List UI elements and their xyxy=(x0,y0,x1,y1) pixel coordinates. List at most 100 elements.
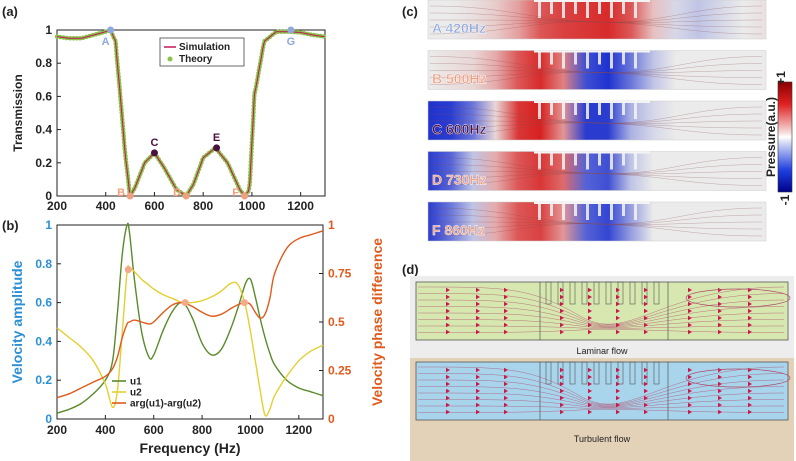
turbulent-flow-arrow xyxy=(560,402,564,408)
turbulent-streamline xyxy=(417,392,785,408)
laminar-flow-arrow xyxy=(644,329,648,335)
laminar-flow-arrow xyxy=(644,294,648,300)
turbulent-flow-arrow xyxy=(748,395,752,401)
laminar-flow-arrow xyxy=(504,294,508,300)
turbulent-label: Turbulent flow xyxy=(574,434,631,444)
frequency-label-1: B 500Hz xyxy=(432,71,486,87)
turbulent-flow-arrow xyxy=(588,409,592,415)
laminar-flow-arrow xyxy=(748,315,752,321)
turbulent-flow-arrow xyxy=(504,374,508,380)
laminar-flow-arrow xyxy=(560,329,564,335)
point-marker-b xyxy=(126,192,134,200)
resonator-tooth xyxy=(598,151,601,166)
laminar-flow-arrow xyxy=(588,322,592,328)
turbulent-flow-arrow xyxy=(718,374,722,380)
laminar-flow-arrow xyxy=(718,294,722,300)
turbulent-flow-arrow xyxy=(644,388,648,394)
legend-label-0: u1 xyxy=(130,377,142,388)
x-tick-label: 1200 xyxy=(287,199,314,213)
laminar-flow-arrow xyxy=(718,329,722,335)
laminar-flow-arrow xyxy=(504,315,508,321)
y-tick-label-left: 0 xyxy=(45,412,52,426)
turbulent-flow-arrow xyxy=(616,374,620,380)
pressure-field-row-1 xyxy=(427,50,767,90)
turbulent-flow-arrow xyxy=(616,381,620,387)
turbulent-flow-arrow xyxy=(616,388,620,394)
resonator-tooth xyxy=(610,202,613,220)
y-tick-label: 0.6 xyxy=(35,89,52,103)
y-tick-label-left: 0.4 xyxy=(35,334,52,348)
turbulent-streamline xyxy=(417,399,785,409)
laminar-flow-arrow xyxy=(504,308,508,314)
point-label-d: D xyxy=(173,187,181,199)
turbulent-flow-arrow xyxy=(446,381,450,387)
panel-label-d: (d) xyxy=(402,262,419,277)
phase-marker-2 xyxy=(240,299,248,307)
turbulent-flow-arrow xyxy=(476,402,480,408)
turbulent-flow-arrow xyxy=(718,402,722,408)
turbulent-recirculation xyxy=(685,368,791,388)
resonator-tooth xyxy=(622,202,625,216)
turbulent-flow-arrow xyxy=(560,367,564,373)
turbulent-flow-arrow xyxy=(616,395,620,401)
legend-label-theory: Theory xyxy=(179,54,213,65)
turbulent-streamline xyxy=(417,386,785,407)
resonator-tooth xyxy=(586,202,589,220)
x-tick-label: 200 xyxy=(47,423,67,437)
x-tick-label: 600 xyxy=(144,423,164,437)
laminar-resonator-slot xyxy=(593,281,600,305)
laminar-flow-arrow xyxy=(504,329,508,335)
resonator-tooth xyxy=(574,151,577,166)
turbulent-resonator-slot xyxy=(569,361,576,385)
laminar-flow-arrow xyxy=(504,322,508,328)
turbulent-flow-arrow xyxy=(718,395,722,401)
laminar-flow-arrow xyxy=(616,287,620,293)
laminar-flow-arrow xyxy=(476,322,480,328)
legend-label-2: arg(u1)-arg(u2) xyxy=(130,399,201,410)
turbulent-flow-arrow xyxy=(718,381,722,387)
turbulent-flow-arrow xyxy=(748,409,752,415)
turbulent-flow-arrow xyxy=(446,367,450,373)
point-marker-c xyxy=(150,149,158,157)
turbulent-resonator-slot xyxy=(581,361,588,385)
laminar-streamline xyxy=(417,306,785,327)
resonator-tooth xyxy=(574,0,577,14)
point-marker-f xyxy=(241,192,249,200)
resonator-tooth xyxy=(562,202,565,220)
laminar-flow-arrow xyxy=(446,287,450,293)
resonator-tooth xyxy=(538,0,541,18)
resonator-tooth xyxy=(622,0,625,14)
resonator-tooth xyxy=(538,202,541,220)
turbulent-flow-arrow xyxy=(504,381,508,387)
y-tick-label-right: 0.75 xyxy=(328,267,352,281)
x-tick-label: 200 xyxy=(47,199,67,213)
y-tick-label: 0.8 xyxy=(35,56,52,70)
turbulent-flow-arrow xyxy=(560,395,564,401)
turbulent-flow-arrow xyxy=(688,402,692,408)
resonator-tooth xyxy=(562,151,565,170)
turbulent-flow-arrow xyxy=(588,367,592,373)
y-tick-label: 0.4 xyxy=(35,123,52,137)
resonator-tooth xyxy=(562,0,565,18)
laminar-flow-arrow xyxy=(644,301,648,307)
turbulent-resonator-slot xyxy=(593,361,600,385)
y-axis-label: Transmission xyxy=(11,74,25,151)
resonator-tooth xyxy=(610,151,613,170)
point-label-g: G xyxy=(287,36,296,48)
laminar-flow-arrow xyxy=(616,301,620,307)
point-label-b: B xyxy=(117,187,125,199)
turbulent-flow-arrow xyxy=(504,367,508,373)
resonator-tooth xyxy=(586,151,589,170)
laminar-flow-arrow xyxy=(688,329,692,335)
turbulent-resonator-slot xyxy=(653,361,660,385)
turbulent-flow-arrow xyxy=(560,374,564,380)
laminar-resonator-slot xyxy=(617,281,624,305)
resonator-top xyxy=(534,101,650,103)
turbulent-streamline xyxy=(417,366,785,405)
resonator-tooth xyxy=(574,202,577,216)
laminar-flow-arrow xyxy=(718,315,722,321)
laminar-flow-arrow xyxy=(748,329,752,335)
laminar-flow-arrow xyxy=(560,322,564,328)
pressure-field-row-3 xyxy=(427,151,767,191)
y-tick-label-right: 0.5 xyxy=(328,315,345,329)
